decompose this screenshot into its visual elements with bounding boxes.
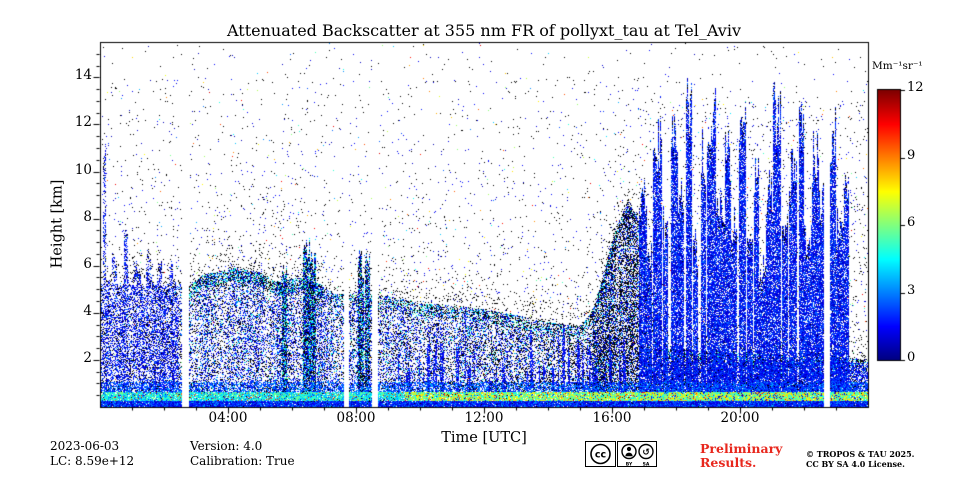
svg-text:cc: cc	[595, 450, 606, 461]
plot-title: Attenuated Backscatter at 355 nm FR of p…	[227, 21, 741, 40]
x-tick-label: 16:00	[592, 410, 632, 426]
cc-by-sa-badge: cc BY ↺ SA	[585, 441, 657, 467]
colorbar-tick-label: 12	[907, 80, 924, 95]
version-label: Version: 4.0	[190, 439, 263, 453]
colorbar-tick-label: 9	[907, 147, 916, 163]
x-tick-label: 12:00	[464, 410, 504, 426]
colorbar-unit-label: Mm⁻¹sr⁻¹	[872, 60, 923, 72]
copyright-line2: CC BY SA 4.0 License.	[806, 459, 905, 469]
measurement-date: 2023-06-03	[50, 439, 120, 453]
x-axis-label: Time [UTC]	[441, 430, 527, 446]
by-person-icon: BY	[621, 443, 637, 468]
colorbar-tick-label: 6	[907, 215, 916, 230]
x-tick-label: 04:00	[208, 410, 248, 426]
y-tick-label: 10	[74, 161, 92, 178]
y-tick-label: 14	[74, 67, 92, 84]
y-tick-label: 2	[83, 349, 92, 366]
y-tick-label: 12	[74, 114, 92, 131]
svg-text:BY: BY	[626, 462, 633, 468]
x-tick-label: 08:00	[336, 410, 376, 426]
copyright-line1: © TROPOS & TAU 2025.	[806, 449, 915, 459]
calibration-label: Calibration: True	[190, 454, 295, 468]
svg-text:↺: ↺	[642, 448, 650, 458]
cc-icon: cc	[590, 443, 611, 465]
lidar-constant-value: LC: 8.59e+12	[50, 454, 135, 468]
colorbar-tick-label: 0	[907, 350, 916, 365]
y-tick-label: 4	[83, 302, 92, 319]
y-tick-label: 8	[83, 208, 92, 225]
sa-icon: ↺ SA	[638, 443, 654, 468]
y-tick-label: 6	[83, 255, 92, 272]
svg-text:SA: SA	[643, 462, 650, 468]
x-tick-label: 20:00	[720, 410, 760, 426]
colorbar-tick-label: 3	[907, 282, 916, 298]
preliminary-results-line2: Results.	[700, 455, 757, 470]
preliminary-results-line1: Preliminary	[700, 441, 783, 456]
